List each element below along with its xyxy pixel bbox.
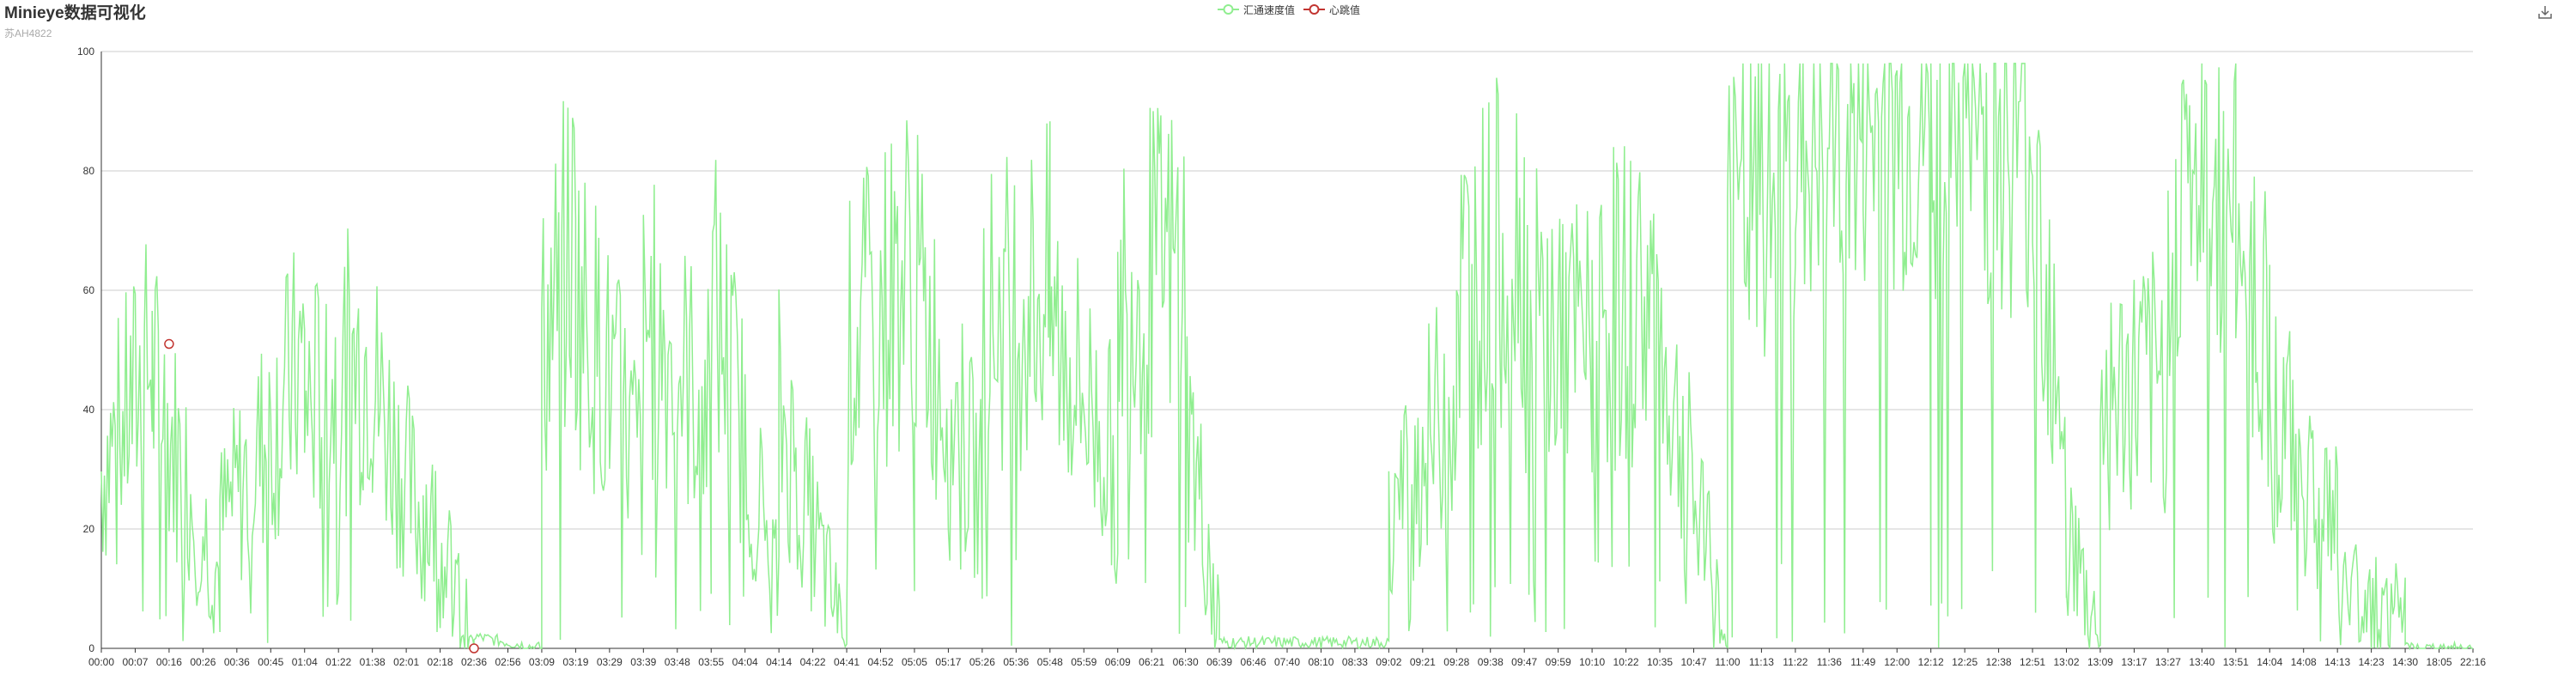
x-tick-label: 01:22 xyxy=(325,656,351,668)
x-tick-label: 13:02 xyxy=(2053,656,2079,668)
x-tick-label: 09:21 xyxy=(1410,656,1436,668)
heartbeat-point[interactable] xyxy=(164,338,174,350)
x-tick-label: 14:30 xyxy=(2392,656,2418,668)
x-tick-label: 12:51 xyxy=(2020,656,2045,668)
x-tick-label: 00:45 xyxy=(258,656,283,668)
y-tick-label: 20 xyxy=(83,523,95,535)
x-tick-label: 05:59 xyxy=(1071,656,1097,668)
chart-title: Minieye数据可视化 xyxy=(4,4,146,22)
x-tick-label: 05:05 xyxy=(902,656,927,668)
legend-heartbeat-marker-icon xyxy=(1303,4,1326,15)
y-tick-label: 40 xyxy=(83,404,95,416)
x-tick-label: 03:39 xyxy=(630,656,656,668)
y-tick-label: 0 xyxy=(88,642,94,654)
legend-item-heartbeat[interactable]: 心跳值 xyxy=(1303,3,1360,17)
x-tick-label: 13:09 xyxy=(2087,656,2113,668)
x-tick-label: 02:56 xyxy=(495,656,520,668)
x-tick-label: 09:59 xyxy=(1546,656,1571,668)
x-tick-label: 14:23 xyxy=(2359,656,2385,668)
x-tick-label: 05:48 xyxy=(1037,656,1063,668)
x-tick-label: 10:47 xyxy=(1680,656,1706,668)
chart-legend: 汇通速度值 心跳值 xyxy=(1218,2,1369,17)
x-tick-label: 04:52 xyxy=(867,656,893,668)
x-tick-label: 00:16 xyxy=(156,656,182,668)
x-tick-label: 05:17 xyxy=(935,656,961,668)
x-tick-label: 13:51 xyxy=(2223,656,2249,668)
legend-heartbeat-label: 心跳值 xyxy=(1329,3,1361,16)
x-tick-label: 13:40 xyxy=(2189,656,2215,668)
legend-item-speed[interactable]: 汇通速度值 xyxy=(1218,3,1295,17)
x-tick-label: 14:08 xyxy=(2291,656,2317,668)
heartbeat-point[interactable] xyxy=(469,643,479,654)
x-tick-label: 09:38 xyxy=(1478,656,1504,668)
x-tick-label: 13:27 xyxy=(2155,656,2181,668)
x-tick-label: 01:04 xyxy=(292,656,318,668)
download-icon xyxy=(2538,6,2552,19)
x-tick-label: 12:00 xyxy=(1884,656,1910,668)
x-tick-label: 02:18 xyxy=(428,656,453,668)
y-tick-label: 80 xyxy=(83,165,95,177)
x-tick-label: 13:17 xyxy=(2121,656,2147,668)
x-tick-label: 00:00 xyxy=(88,656,114,668)
x-tick-label: 11:49 xyxy=(1850,656,1875,668)
x-tick-label: 14:13 xyxy=(2324,656,2350,668)
x-tick-label: 03:55 xyxy=(698,656,724,668)
legend-speed-marker-icon xyxy=(1218,4,1239,15)
x-tick-label: 05:36 xyxy=(1003,656,1029,668)
x-tick-label: 02:36 xyxy=(461,656,487,668)
x-tick-label: 00:07 xyxy=(122,656,148,668)
x-tick-label: 12:12 xyxy=(1918,656,1944,668)
x-tick-label: 03:48 xyxy=(665,656,690,668)
x-tick-label: 04:04 xyxy=(732,656,758,668)
x-tick-label: 14:04 xyxy=(2257,656,2282,668)
x-tick-label: 09:28 xyxy=(1443,656,1469,668)
x-tick-label: 03:19 xyxy=(562,656,588,668)
x-tick-label: 22:16 xyxy=(2460,656,2486,668)
x-tick-label: 12:38 xyxy=(1986,656,2012,668)
x-tick-label: 02:01 xyxy=(393,656,419,668)
x-tick-label: 04:14 xyxy=(766,656,792,668)
x-tick-label: 06:39 xyxy=(1206,656,1232,668)
x-tick-label: 08:10 xyxy=(1308,656,1334,668)
x-tick-label: 06:46 xyxy=(1241,656,1267,668)
x-tick-label: 03:29 xyxy=(597,656,623,668)
x-tick-label: 01:38 xyxy=(360,656,386,668)
x-tick-label: 06:21 xyxy=(1139,656,1164,668)
x-tick-label: 04:22 xyxy=(800,656,826,668)
x-tick-label: 11:13 xyxy=(1749,656,1774,668)
y-tick-label: 60 xyxy=(83,284,95,296)
x-tick-label: 10:10 xyxy=(1579,656,1605,668)
x-tick-label: 06:30 xyxy=(1173,656,1199,668)
x-tick-label: 10:35 xyxy=(1647,656,1673,668)
x-tick-label: 18:05 xyxy=(2427,656,2452,668)
x-tick-label: 09:47 xyxy=(1511,656,1537,668)
x-tick-label: 03:09 xyxy=(529,656,555,668)
x-tick-label: 10:22 xyxy=(1613,656,1639,668)
chart-subtitle: 苏AH4822 xyxy=(4,27,52,40)
x-tick-label: 11:00 xyxy=(1715,656,1740,668)
x-tick-label: 08:33 xyxy=(1342,656,1368,668)
x-tick-label: 00:36 xyxy=(224,656,250,668)
series-line-speed xyxy=(100,63,2473,651)
x-tick-label: 12:25 xyxy=(1952,656,1978,668)
x-tick-label: 07:40 xyxy=(1274,656,1300,668)
x-tick-label: 00:26 xyxy=(190,656,216,668)
legend-speed-label: 汇通速度值 xyxy=(1243,3,1296,16)
x-tick-label: 11:36 xyxy=(1817,656,1842,668)
x-tick-label: 06:09 xyxy=(1105,656,1131,668)
x-tick-label: 11:22 xyxy=(1783,656,1807,668)
x-tick-label: 04:41 xyxy=(834,656,860,668)
y-tick-label: 100 xyxy=(77,46,94,58)
save-image-button[interactable] xyxy=(2537,3,2554,21)
x-tick-label: 05:26 xyxy=(969,656,995,668)
x-tick-label: 09:02 xyxy=(1376,656,1401,668)
